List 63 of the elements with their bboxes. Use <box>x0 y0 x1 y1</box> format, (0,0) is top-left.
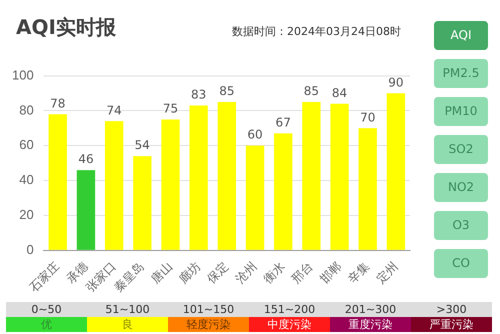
x-tick-label: 辛集 <box>345 259 372 286</box>
x-tick-label: 唐山 <box>148 259 175 286</box>
text: 201~300 <box>330 302 411 317</box>
bar <box>190 105 208 250</box>
text: 中度污染 <box>249 317 330 332</box>
text: 51~100 <box>87 302 168 317</box>
text: 0~50 <box>6 302 87 317</box>
x-tick-label: 保定 <box>204 259 232 286</box>
bar <box>274 133 292 250</box>
y-tick-label: 20 <box>19 207 34 222</box>
x-tick-label: 定州 <box>374 259 400 286</box>
text: >300 <box>411 302 492 317</box>
bar <box>48 114 67 250</box>
data-label: 70 <box>360 110 376 124</box>
bar <box>218 102 236 250</box>
bar <box>302 102 321 250</box>
bar <box>330 104 349 250</box>
tab-button: PM10 <box>434 97 488 126</box>
data-label: 83 <box>191 88 206 102</box>
data-label: 67 <box>276 116 291 130</box>
tab-button: PM2.5 <box>434 59 488 88</box>
y-tick-label: 0 <box>26 242 34 257</box>
chart-title: AQI实时报 <box>16 14 116 41</box>
text: 151~200 <box>249 302 330 317</box>
data-label: 60 <box>247 128 263 142</box>
tab-button: CO <box>434 249 488 278</box>
data-label: 85 <box>304 84 320 98</box>
data-label: 84 <box>332 86 348 100</box>
y-tick-label: 100 <box>12 67 34 82</box>
chart-subtitle: 数据时间：2024年03月24日08时 <box>232 24 401 39</box>
bar <box>76 170 96 250</box>
tab-button: SO2 <box>434 135 488 164</box>
data-label: 54 <box>134 138 150 152</box>
y-tick-label: 80 <box>19 102 34 118</box>
text: 优 <box>6 317 87 332</box>
text: 101~150 <box>168 302 249 317</box>
text: 轻度污染 <box>168 317 249 332</box>
tab-button: O3 <box>434 211 488 240</box>
data-label: 78 <box>50 96 66 110</box>
data-label: 75 <box>162 102 178 116</box>
data-label: 46 <box>78 152 94 166</box>
bar <box>104 121 124 250</box>
tab-button: NO2 <box>434 173 488 202</box>
y-tick-label: 40 <box>19 172 34 188</box>
x-tick-label: 石家庄 <box>26 259 62 294</box>
x-tick-label: 廊坊 <box>176 259 204 286</box>
x-tick-label: 沧州 <box>232 259 260 286</box>
bar <box>358 128 377 250</box>
data-label: 90 <box>388 75 404 90</box>
x-tick-label: 邯郸 <box>317 259 344 286</box>
data-label: 74 <box>106 103 122 118</box>
bar <box>133 156 152 250</box>
tab-button: AQI <box>434 21 488 50</box>
bar <box>386 93 406 250</box>
x-tick-label: 衡水 <box>260 259 288 286</box>
bar <box>246 146 264 250</box>
y-tick-label: 60 <box>19 137 34 152</box>
bar <box>161 119 180 250</box>
text: 重度污染 <box>330 317 411 332</box>
text: 良 <box>87 317 168 332</box>
x-tick-label: 邢台 <box>288 259 316 286</box>
data-label: 85 <box>219 84 234 98</box>
text: 严重污染 <box>411 317 492 332</box>
